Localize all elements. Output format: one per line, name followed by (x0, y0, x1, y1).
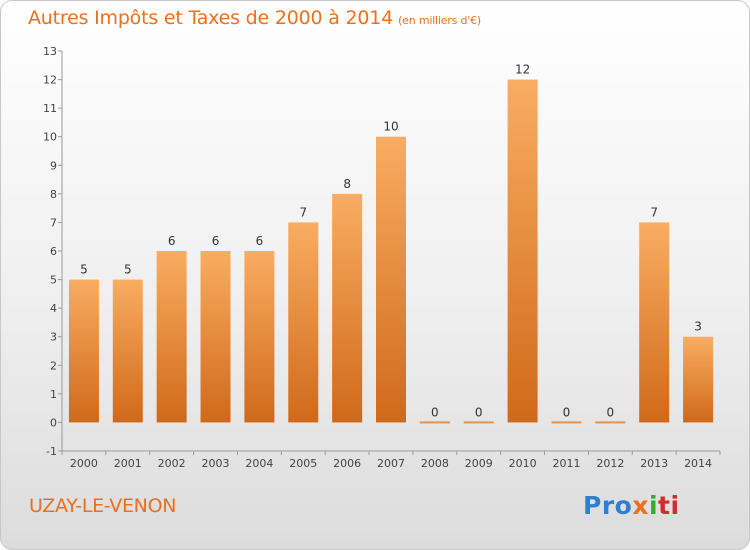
x-tick-label: 2002 (158, 457, 186, 470)
x-tick-label: 2013 (640, 457, 668, 470)
data-label-2012: 0 (607, 405, 615, 419)
chart-title-text: Autres Impôts et Taxes de 2000 à 2014 (28, 7, 394, 29)
data-label-2005: 7 (299, 205, 307, 219)
data-label-2013: 7 (650, 205, 658, 219)
x-tick-label: 2011 (552, 457, 580, 470)
y-tick-label: 1 (50, 388, 57, 401)
x-tick-label: 2005 (289, 457, 317, 470)
bar-2004 (244, 251, 275, 423)
bar-2006 (332, 193, 363, 423)
y-tick-label: 3 (50, 331, 57, 344)
y-tick-label: 13 (43, 45, 57, 58)
y-tick-label: 12 (43, 74, 57, 87)
data-label-2003: 6 (212, 234, 220, 248)
bar-2007 (376, 136, 406, 423)
data-label-2011: 0 (563, 405, 571, 419)
data-label-2014: 3 (694, 320, 702, 334)
data-label-2004: 6 (256, 234, 264, 248)
chart-title: Autres Impôts et Taxes de 2000 à 2014 (en… (28, 7, 481, 29)
y-tick-label: 6 (50, 245, 57, 258)
data-label-2007: 10 (383, 120, 398, 134)
data-label-2009: 0 (475, 405, 483, 419)
y-tick-label: 10 (43, 131, 57, 144)
bar-2005 (288, 222, 319, 423)
x-tick-label: 2001 (114, 457, 142, 470)
bar-2002 (156, 251, 187, 423)
proxiti-logo-icon[interactable]: Proxiti (583, 491, 680, 520)
data-label-2010: 12 (515, 63, 530, 77)
x-tick-label: 2007 (377, 457, 405, 470)
y-tick-label: -1 (46, 445, 57, 458)
bar-2000 (68, 279, 99, 423)
bar-2011 (551, 421, 582, 424)
data-label-2002: 6 (168, 234, 176, 248)
bar-2013 (639, 222, 670, 423)
bar-2008 (419, 421, 450, 424)
y-tick-label: 2 (50, 359, 57, 372)
y-tick-label: 7 (50, 216, 57, 229)
x-tick-label: 2014 (684, 457, 712, 470)
y-tick-label: 0 (50, 416, 57, 429)
logo-part-4: ti (658, 491, 680, 520)
data-label-2000: 5 (80, 263, 88, 277)
x-tick-label: 2006 (333, 457, 361, 470)
y-tick-label: 11 (43, 102, 57, 115)
bar-labels: 5 5 6 6 6 7 8 10 0 0 12 0 0 7 3 (80, 63, 702, 420)
commune-name: UZAY-LE-VENON (29, 495, 177, 517)
y-tick-label: 4 (50, 302, 57, 315)
x-axis: 2000 2001 2002 2003 2004 2005 2006 2007 2008 2009… (61, 450, 721, 470)
x-tick-label: 2003 (202, 457, 230, 470)
bars (68, 79, 714, 424)
y-tick-label: 5 (50, 274, 57, 287)
chart-subtitle: (en milliers d'€) (398, 14, 481, 27)
x-tick-label: 2004 (245, 457, 273, 470)
y-tick-label: 8 (50, 188, 57, 201)
data-label-2008: 0 (431, 405, 439, 419)
bar-2010 (507, 79, 538, 423)
data-label-2006: 8 (343, 177, 351, 191)
bar-2003 (200, 251, 231, 423)
x-tick-label: 2012 (596, 457, 624, 470)
x-tick-label: 2010 (509, 457, 537, 470)
bar-2001 (112, 279, 143, 423)
x-tick-label: 2009 (465, 457, 493, 470)
bar-2014 (683, 336, 714, 423)
logo-part-1: Pro (583, 491, 633, 520)
x-tick-label: 2008 (421, 457, 449, 470)
bar-2009 (463, 421, 494, 424)
data-label-2001: 5 (124, 263, 132, 277)
x-tick-label: 2000 (70, 457, 98, 470)
logo-part-2: x (632, 491, 649, 520)
y-tick-label: 9 (50, 159, 57, 172)
logo-part-3: i (648, 491, 659, 520)
bar-2012 (595, 421, 626, 424)
